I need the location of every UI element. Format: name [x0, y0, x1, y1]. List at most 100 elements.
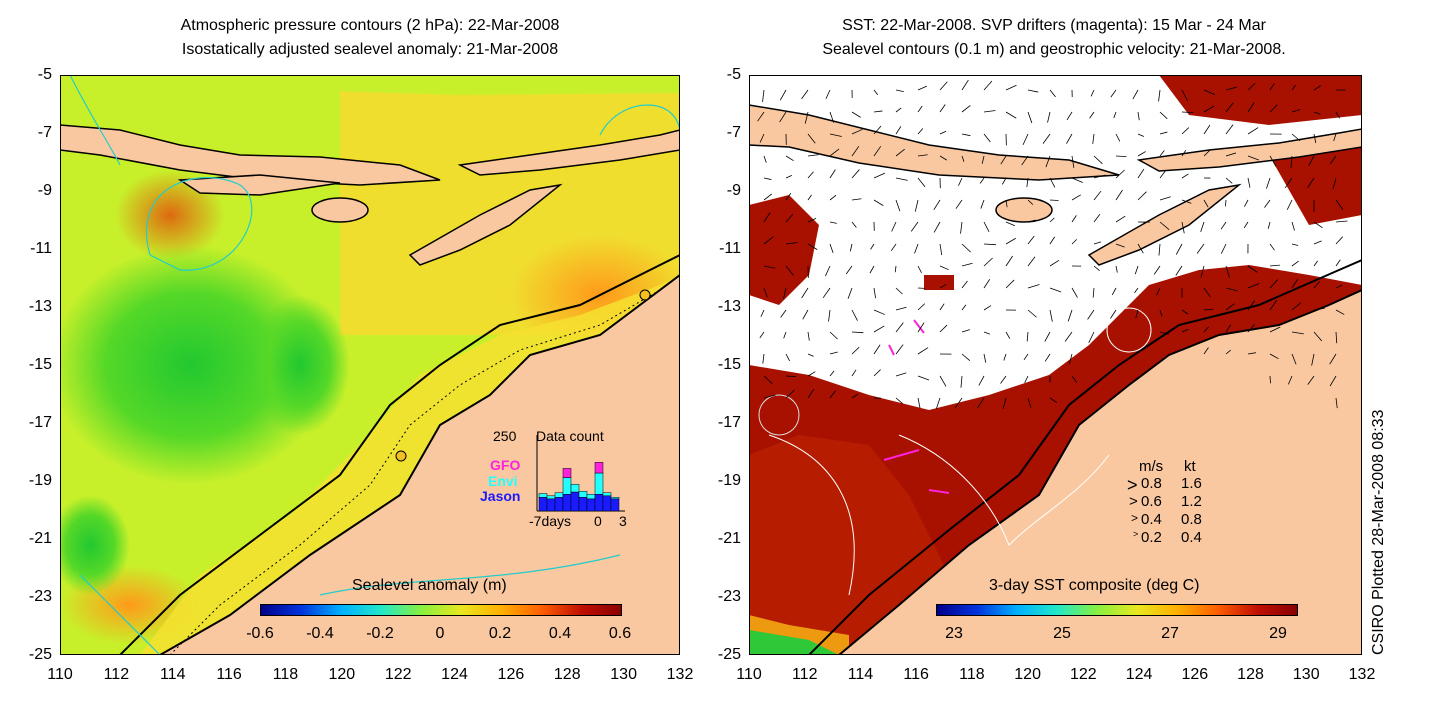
velocity-arrow	[983, 279, 991, 289]
velocity-arrow	[847, 287, 853, 299]
left-land-sumba	[311, 197, 369, 223]
velocity-arrow	[1175, 265, 1183, 276]
inset-legend-gfo: GFO	[490, 457, 521, 473]
velocity-arrow	[1000, 155, 1007, 165]
velocity-arrow	[1090, 89, 1095, 97]
velocity-arrow	[1045, 155, 1051, 168]
left-ytick: -9	[37, 182, 52, 199]
velocity-arrow	[1225, 152, 1237, 157]
left-green-anomaly-b	[250, 295, 350, 435]
velocity-arrow	[1005, 255, 1013, 267]
velocity-arrow	[1047, 111, 1051, 123]
velocity-arrow	[1049, 236, 1055, 245]
velocity-arrow	[873, 325, 885, 333]
velocity-arrow	[873, 287, 876, 299]
right-title-line1: SST: 22-Mar-2008. SVP drifters (magenta)…	[842, 17, 1266, 34]
velocity-arrow	[958, 177, 963, 186]
velocity-arrow	[961, 353, 971, 361]
velocity-arrow	[1093, 214, 1101, 223]
velocity-arrow	[917, 347, 929, 355]
right-ytick: -19	[717, 472, 741, 489]
inset-bar-jason	[538, 497, 548, 512]
velocity-arrow	[960, 221, 963, 234]
left-pressure-contour-c	[69, 74, 121, 166]
velocity-arrow	[961, 280, 968, 289]
velocity-arrow	[1159, 131, 1168, 135]
velocity-arrow	[873, 199, 884, 206]
velocity-arrow	[939, 284, 947, 289]
inset-bar-envi	[538, 493, 548, 498]
right-colorbar-tick: 25	[1053, 625, 1071, 642]
velocity-arrow	[1291, 84, 1296, 91]
velocity-arrow	[763, 155, 767, 163]
velocity-arrow	[917, 154, 928, 157]
velocity-arrow	[1093, 265, 1100, 272]
left-pressure-contour-e	[319, 554, 621, 596]
velocity-arrow	[783, 287, 787, 299]
inset-bar-gfo	[594, 462, 604, 474]
left-map[interactable]: 250 Data count GFO Envi Jason -7days 0 3…	[50, 74, 690, 656]
velocity-arrow	[1247, 177, 1251, 188]
left-colorbar-tick: 0.6	[608, 625, 632, 642]
velocity-arrow	[849, 243, 853, 252]
velocity-arrow	[1027, 309, 1037, 318]
right-velocity-arrows	[757, 79, 1348, 409]
velocity-arrow	[1269, 279, 1279, 289]
velocity-arrow	[1203, 308, 1214, 311]
left-tide-gauge-1[interactable]	[639, 289, 651, 301]
velkey-ms-value: 0.4	[1141, 511, 1162, 528]
velocity-arrow	[873, 344, 881, 355]
velocity-arrow	[980, 199, 985, 209]
velocity-arrow	[851, 347, 860, 355]
velocity-arrow	[1064, 331, 1073, 342]
right-xtick: 122	[1070, 666, 1097, 683]
inset-bar-jason	[578, 497, 588, 512]
right-ytick: -13	[717, 298, 741, 315]
velocity-arrow	[1291, 302, 1302, 311]
left-xtick: 116	[216, 666, 242, 683]
right-map[interactable]: m/s kt >0.8 1.6 >0.6 1.2 >0.4 0.8 >0.2 0.4 3-da…	[748, 75, 1363, 656]
velocity-arrow	[983, 331, 991, 335]
velocity-arrow	[1159, 331, 1169, 335]
inset-bar-jason	[562, 494, 572, 512]
left-land-timor	[408, 183, 563, 266]
velocity-arrow	[851, 369, 857, 377]
velocity-arrow	[1092, 287, 1095, 298]
velocity-arrow	[1115, 243, 1125, 248]
velocity-arrow	[1044, 353, 1051, 362]
velocity-arrow	[1286, 199, 1293, 210]
velocity-arrow	[1049, 397, 1058, 403]
inset-bar-jason	[586, 498, 596, 512]
velocity-arrow	[1005, 111, 1017, 119]
left-xtick: 122	[384, 666, 412, 683]
velocity-arrow	[1284, 177, 1293, 189]
velocity-arrow	[829, 370, 835, 377]
velocity-arrow	[829, 169, 836, 179]
velocity-arrow	[914, 199, 919, 212]
velocity-arrow	[1225, 199, 1227, 207]
velocity-arrow	[895, 372, 907, 377]
velocity-arrow	[895, 148, 905, 157]
velocity-arrow	[961, 243, 971, 253]
velocity-arrow	[1022, 133, 1029, 146]
velocity-arrow	[851, 221, 857, 228]
left-xtick: 118	[272, 666, 299, 683]
velocity-arrow	[1049, 199, 1059, 201]
velocity-arrow	[1158, 243, 1161, 256]
velocity-arrow	[1203, 89, 1216, 95]
velocity-arrow	[1042, 133, 1051, 144]
velocity-arrow	[1225, 287, 1238, 292]
velocity-arrow	[801, 89, 809, 100]
left-colorbar-tick: -0.6	[246, 625, 274, 642]
velocity-arrow	[1269, 83, 1275, 91]
left-tide-gauge-2[interactable]	[395, 450, 407, 462]
velocity-arrow	[1311, 353, 1315, 366]
velocity-arrow	[1308, 155, 1315, 166]
velocity-arrow	[1203, 347, 1209, 355]
velocity-arrow	[873, 309, 885, 315]
inset-bar-jason	[570, 491, 580, 512]
velocity-arrow	[917, 375, 930, 381]
velocity-arrow	[1269, 243, 1275, 251]
left-xtick: 124	[441, 666, 468, 683]
velocity-arrow	[1071, 287, 1078, 298]
